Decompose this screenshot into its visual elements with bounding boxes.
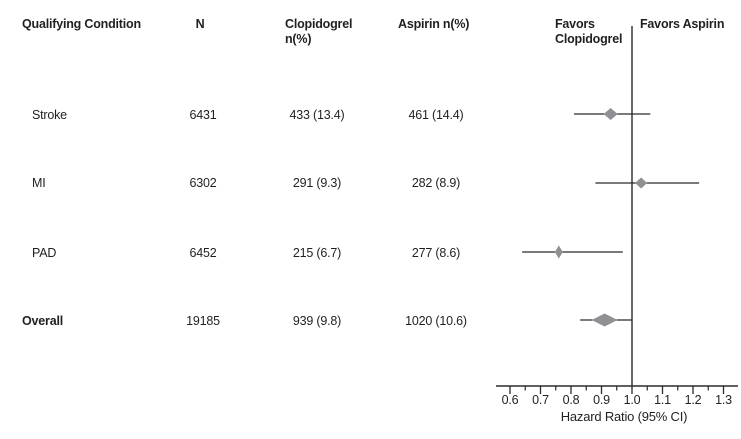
row-label-mi: MI xyxy=(32,176,46,190)
x-axis-tick-label: 1.2 xyxy=(685,393,702,407)
x-axis-title: Hazard Ratio (95% CI) xyxy=(561,409,688,424)
diamond-marker-mi xyxy=(635,177,648,189)
n-value: 6452 xyxy=(189,246,217,260)
clopidogrel-value: 215 (6.7) xyxy=(292,246,342,260)
x-axis-tick-label: 0.8 xyxy=(563,393,580,407)
row-label-stroke: Stroke xyxy=(32,108,67,122)
column-header-qualifying-condition: Qualifying Condition xyxy=(22,17,141,31)
column-header-n: N xyxy=(195,17,205,31)
diamond-marker-stroke xyxy=(603,108,618,120)
column-header-clopidogrel: Clopidogrel n(%) xyxy=(285,17,352,47)
favors-clopidogrel-label: Favors Clopidogrel xyxy=(555,17,622,47)
n-value: 6431 xyxy=(189,108,217,122)
diamond-marker-overall xyxy=(591,313,618,327)
x-axis-tick-label: 1.1 xyxy=(654,393,671,407)
n-value: 19185 xyxy=(186,314,220,328)
clopidogrel-value: 291 (9.3) xyxy=(292,176,342,190)
favors-clopidogrel-line1: Favors xyxy=(555,17,595,31)
row-label-overall: Overall xyxy=(22,314,63,328)
favors-clopidogrel-line2: Clopidogrel xyxy=(555,32,623,46)
n-value: 6302 xyxy=(189,176,217,190)
aspirin-value: 282 (8.9) xyxy=(411,176,461,190)
aspirin-value: 1020 (10.6) xyxy=(405,314,467,328)
clopidogrel-value: 939 (9.8) xyxy=(292,314,342,328)
x-axis-tick-label: 1.3 xyxy=(715,393,732,407)
diamond-marker-pad xyxy=(554,245,563,259)
column-header-clopidogrel-line1: Clopidogrel xyxy=(285,17,353,31)
x-axis-tick-label: 0.7 xyxy=(532,393,549,407)
x-axis-tick-label: 0.9 xyxy=(593,393,610,407)
column-header-aspirin: Aspirin n(%) xyxy=(398,17,470,31)
clopidogrel-value: 433 (13.4) xyxy=(289,108,345,122)
x-axis-tick-label: 1.0 xyxy=(624,393,641,407)
x-axis-tick-label: 0.6 xyxy=(502,393,519,407)
column-header-clopidogrel-line2: n(%) xyxy=(285,32,312,46)
aspirin-value: 461 (14.4) xyxy=(408,108,464,122)
aspirin-value: 277 (8.6) xyxy=(411,246,461,260)
row-label-pad: PAD xyxy=(32,246,57,260)
favors-aspirin-label: Favors Aspirin xyxy=(640,17,725,31)
